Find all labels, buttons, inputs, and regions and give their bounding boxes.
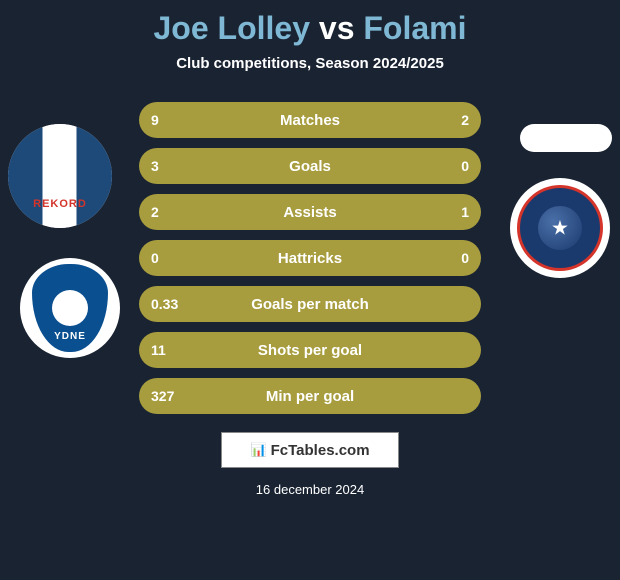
stat-left-value: 3 [151, 158, 159, 174]
page-title: Joe Lolley vs Folami [0, 10, 620, 47]
comparison-infographic: Joe Lolley vs Folami Club competitions, … [0, 0, 620, 580]
title-player2: Folami [363, 10, 466, 46]
stat-right-value: 0 [461, 158, 469, 174]
stat-left-value: 2 [151, 204, 159, 220]
fctables-link[interactable]: 📊 FcTables.com [221, 432, 399, 468]
stat-row-hattricks: 0 Hattricks 0 [139, 240, 481, 276]
stat-row-min-per-goal: 327 Min per goal [139, 378, 481, 414]
stat-left-value: 0 [151, 250, 159, 266]
stat-label: Goals [289, 158, 331, 175]
stat-left-value: 9 [151, 112, 159, 128]
subtitle: Club competitions, Season 2024/2025 [0, 55, 620, 72]
stat-row-goals-per-match: 0.33 Goals per match [139, 286, 481, 322]
stat-right-value: 1 [461, 204, 469, 220]
stat-label: Assists [283, 204, 336, 221]
stat-label: Min per goal [266, 388, 354, 405]
stat-right-value: 2 [461, 112, 469, 128]
stat-left-value: 327 [151, 388, 174, 404]
chart-icon: 📊 [250, 442, 266, 458]
stat-row-goals: 3 Goals 0 [139, 148, 481, 184]
stats-table: 9 Matches 2 3 Goals 0 2 Assists 1 0 Hatt… [0, 102, 620, 414]
stat-row-assists: 2 Assists 1 [139, 194, 481, 230]
stat-label: Hattricks [278, 250, 342, 267]
stat-label: Goals per match [251, 296, 369, 313]
stat-left-value: 11 [151, 342, 166, 358]
stat-label: Matches [280, 112, 340, 129]
title-player1: Joe Lolley [154, 10, 311, 46]
stat-label: Shots per goal [258, 342, 362, 359]
stat-row-shots-per-goal: 11 Shots per goal [139, 332, 481, 368]
stat-right-value: 0 [461, 250, 469, 266]
fctables-label: FcTables.com [271, 442, 370, 459]
title-vs: vs [319, 10, 355, 46]
stat-left-value: 0.33 [151, 296, 178, 312]
stat-row-matches: 9 Matches 2 [139, 102, 481, 138]
date-label: 16 december 2024 [0, 482, 620, 497]
